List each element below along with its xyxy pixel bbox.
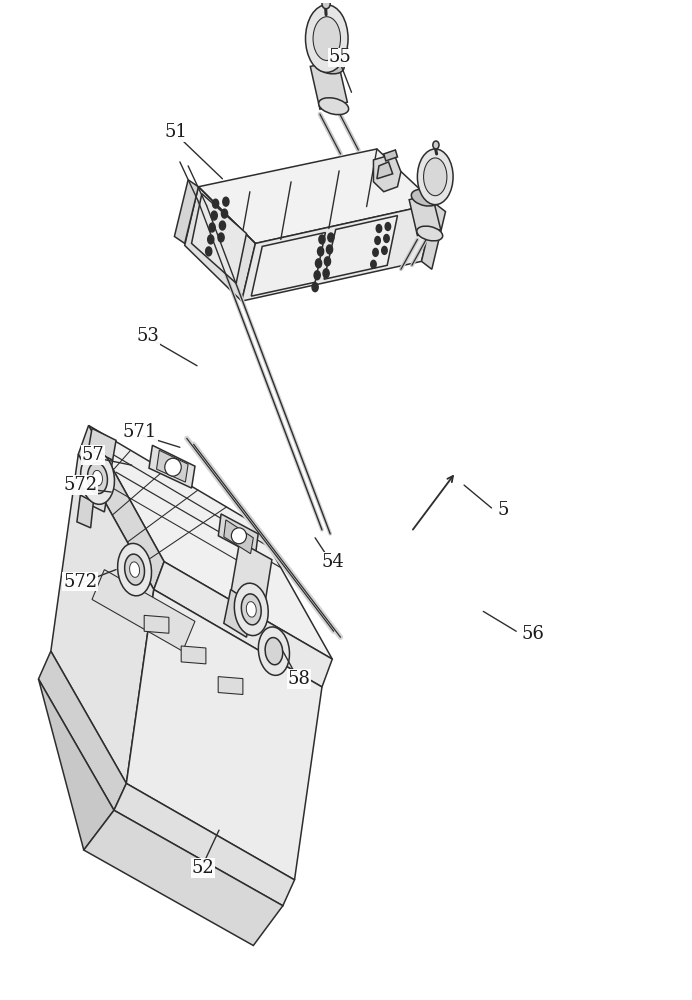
Text: 571: 571 <box>123 423 157 441</box>
Polygon shape <box>374 154 401 192</box>
Circle shape <box>208 235 214 244</box>
Polygon shape <box>144 615 169 633</box>
Ellipse shape <box>313 17 340 60</box>
Circle shape <box>206 247 212 256</box>
Text: 54: 54 <box>322 553 345 571</box>
Polygon shape <box>92 570 195 651</box>
Circle shape <box>323 269 329 278</box>
Circle shape <box>382 246 388 254</box>
Polygon shape <box>377 162 392 179</box>
Circle shape <box>211 211 217 220</box>
Circle shape <box>209 223 215 232</box>
Ellipse shape <box>129 562 140 577</box>
Polygon shape <box>89 425 332 659</box>
Text: 56: 56 <box>521 625 544 643</box>
Polygon shape <box>224 520 253 554</box>
Circle shape <box>218 233 224 242</box>
Polygon shape <box>218 514 258 556</box>
Circle shape <box>316 259 322 268</box>
Polygon shape <box>51 454 154 783</box>
Text: 51: 51 <box>164 123 187 141</box>
Circle shape <box>312 283 318 292</box>
Ellipse shape <box>242 594 261 625</box>
Polygon shape <box>39 679 114 850</box>
Ellipse shape <box>319 98 349 115</box>
Ellipse shape <box>235 583 268 636</box>
Polygon shape <box>192 194 246 283</box>
Ellipse shape <box>231 528 246 544</box>
Ellipse shape <box>322 0 330 9</box>
Circle shape <box>384 234 389 242</box>
Circle shape <box>318 247 324 256</box>
Text: 52: 52 <box>192 859 215 877</box>
Polygon shape <box>181 646 206 664</box>
Circle shape <box>223 197 229 206</box>
Polygon shape <box>127 589 322 880</box>
Polygon shape <box>384 150 397 161</box>
Polygon shape <box>185 187 255 301</box>
Polygon shape <box>156 450 188 482</box>
Circle shape <box>319 235 325 244</box>
Polygon shape <box>89 428 116 460</box>
Circle shape <box>221 209 228 218</box>
Text: 53: 53 <box>136 327 160 345</box>
Polygon shape <box>78 425 164 589</box>
Ellipse shape <box>88 463 107 494</box>
Ellipse shape <box>417 226 443 241</box>
Circle shape <box>327 245 333 254</box>
Ellipse shape <box>265 638 283 665</box>
Polygon shape <box>218 677 243 695</box>
Ellipse shape <box>305 5 348 72</box>
Ellipse shape <box>417 149 453 205</box>
Polygon shape <box>154 562 332 687</box>
Polygon shape <box>310 60 347 109</box>
Circle shape <box>328 233 334 242</box>
Polygon shape <box>409 194 441 235</box>
Polygon shape <box>174 180 199 243</box>
Circle shape <box>314 271 320 280</box>
Text: 58: 58 <box>288 670 311 688</box>
Polygon shape <box>421 204 446 269</box>
Polygon shape <box>149 445 195 488</box>
Text: 57: 57 <box>82 446 104 464</box>
Circle shape <box>376 225 382 232</box>
Text: 55: 55 <box>329 48 352 66</box>
Ellipse shape <box>118 543 152 596</box>
Ellipse shape <box>165 458 181 476</box>
Polygon shape <box>39 651 127 810</box>
Polygon shape <box>324 216 397 279</box>
Circle shape <box>325 257 331 266</box>
Circle shape <box>373 248 379 256</box>
Polygon shape <box>224 589 253 637</box>
Polygon shape <box>251 232 325 296</box>
Circle shape <box>371 260 376 268</box>
Ellipse shape <box>93 470 102 486</box>
Ellipse shape <box>424 158 447 196</box>
Ellipse shape <box>246 602 256 617</box>
Polygon shape <box>199 149 435 243</box>
Polygon shape <box>242 204 435 301</box>
Ellipse shape <box>411 189 439 206</box>
Polygon shape <box>77 495 93 528</box>
Text: 572: 572 <box>63 573 98 591</box>
Ellipse shape <box>313 55 344 74</box>
Ellipse shape <box>80 452 114 504</box>
Circle shape <box>385 223 390 231</box>
Ellipse shape <box>258 627 289 675</box>
Circle shape <box>219 221 226 230</box>
Polygon shape <box>84 810 283 946</box>
Polygon shape <box>114 783 295 906</box>
Circle shape <box>212 199 219 208</box>
Text: 572: 572 <box>63 476 98 494</box>
Ellipse shape <box>125 554 145 585</box>
Polygon shape <box>230 542 272 611</box>
Ellipse shape <box>432 141 439 149</box>
Circle shape <box>375 236 381 244</box>
Polygon shape <box>80 448 113 512</box>
Text: 5: 5 <box>497 501 509 519</box>
